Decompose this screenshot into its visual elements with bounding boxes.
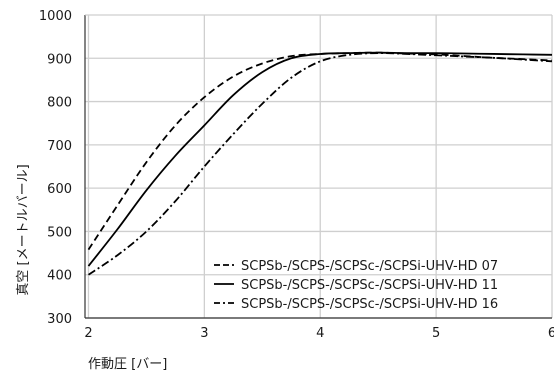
y-tick-label: 600 [47,182,72,197]
series-layer [87,51,553,276]
x-axis-title: 作動圧 [バー] [88,357,167,372]
series-line-3 [87,52,553,276]
legend-label-2: SCPSb-/SCPS-/SCPSc-/SCPSi-UHV-HD 11 [241,278,498,293]
x-tick-label: 3 [200,326,208,341]
y-tick-label: 1000 [39,9,72,24]
tick-labels: 2 3 4 5 6 300 400 500 600 700 800 900 1000 [39,9,554,341]
legend-label-3: SCPSb-/SCPS-/SCPSc-/SCPSi-UHV-HD 16 [241,297,498,312]
legend: SCPSb-/SCPS-/SCPSc-/SCPSi-UHV-HD 07 SCPSb… [214,259,498,312]
plot-background [85,15,552,318]
y-axis-title: 真空 [メートルバール] [16,164,31,295]
x-tick-label: 4 [316,326,324,341]
x-tick-label: 2 [84,326,92,341]
y-tick-label: 400 [47,269,72,284]
y-tick-label: 500 [47,225,72,240]
grid [85,14,553,319]
series-line-1 [87,51,553,251]
y-tick-label: 300 [47,312,72,327]
x-tick-label: 5 [432,326,440,341]
axes [84,14,552,319]
y-tick-label: 900 [47,52,72,67]
y-tick-label: 800 [47,96,72,111]
y-tick-label: 700 [47,139,72,154]
legend-label-1: SCPSb-/SCPS-/SCPSc-/SCPSi-UHV-HD 07 [241,259,498,274]
x-tick-label: 6 [548,326,554,341]
series-line-2 [87,51,553,267]
